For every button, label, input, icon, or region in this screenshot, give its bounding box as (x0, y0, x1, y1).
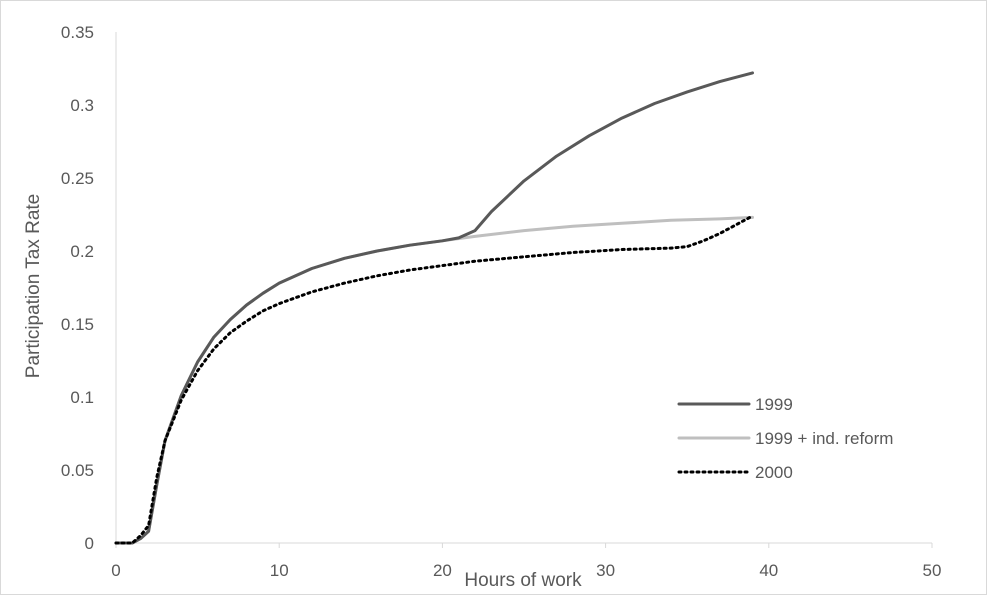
y-axis-title: Participation Tax Rate (23, 194, 44, 378)
plot-area (115, 32, 932, 544)
y-axis-ticks: 0 0.05 0.1 0.15 0.2 0.25 0.3 0.35 (61, 23, 94, 553)
series-lines (114, 71, 754, 545)
y-tick-label: 0.05 (61, 461, 94, 480)
legend-label-2: 1999 + ind. reform (755, 429, 893, 448)
legend-label-1: 1999 (755, 395, 793, 414)
x-tick-label: 20 (433, 561, 452, 580)
x-tick-label: 30 (596, 561, 615, 580)
y-tick-label: 0.3 (70, 96, 94, 115)
y-tick-label: 0.1 (70, 388, 94, 407)
x-tick-label: 50 (923, 561, 942, 580)
x-axis-ticks: 0 10 20 30 40 50 (111, 543, 941, 580)
y-tick-label: 0.35 (61, 23, 94, 42)
x-tick-label: 10 (270, 561, 289, 580)
legend-label-3: 2000 (755, 463, 793, 482)
series-line-3 (114, 214, 754, 545)
x-tick-label: 40 (759, 561, 778, 580)
x-tick-label: 0 (111, 561, 120, 580)
x-axis-title: Hours of work (464, 570, 582, 591)
legend: 1999 1999 + ind. reform 2000 (677, 395, 893, 482)
y-tick-label: 0.25 (61, 169, 94, 188)
y-tick-label: 0.15 (61, 315, 94, 334)
series-line-1 (114, 71, 754, 545)
y-tick-label: 0.2 (70, 242, 94, 261)
y-tick-label: 0 (85, 534, 94, 553)
